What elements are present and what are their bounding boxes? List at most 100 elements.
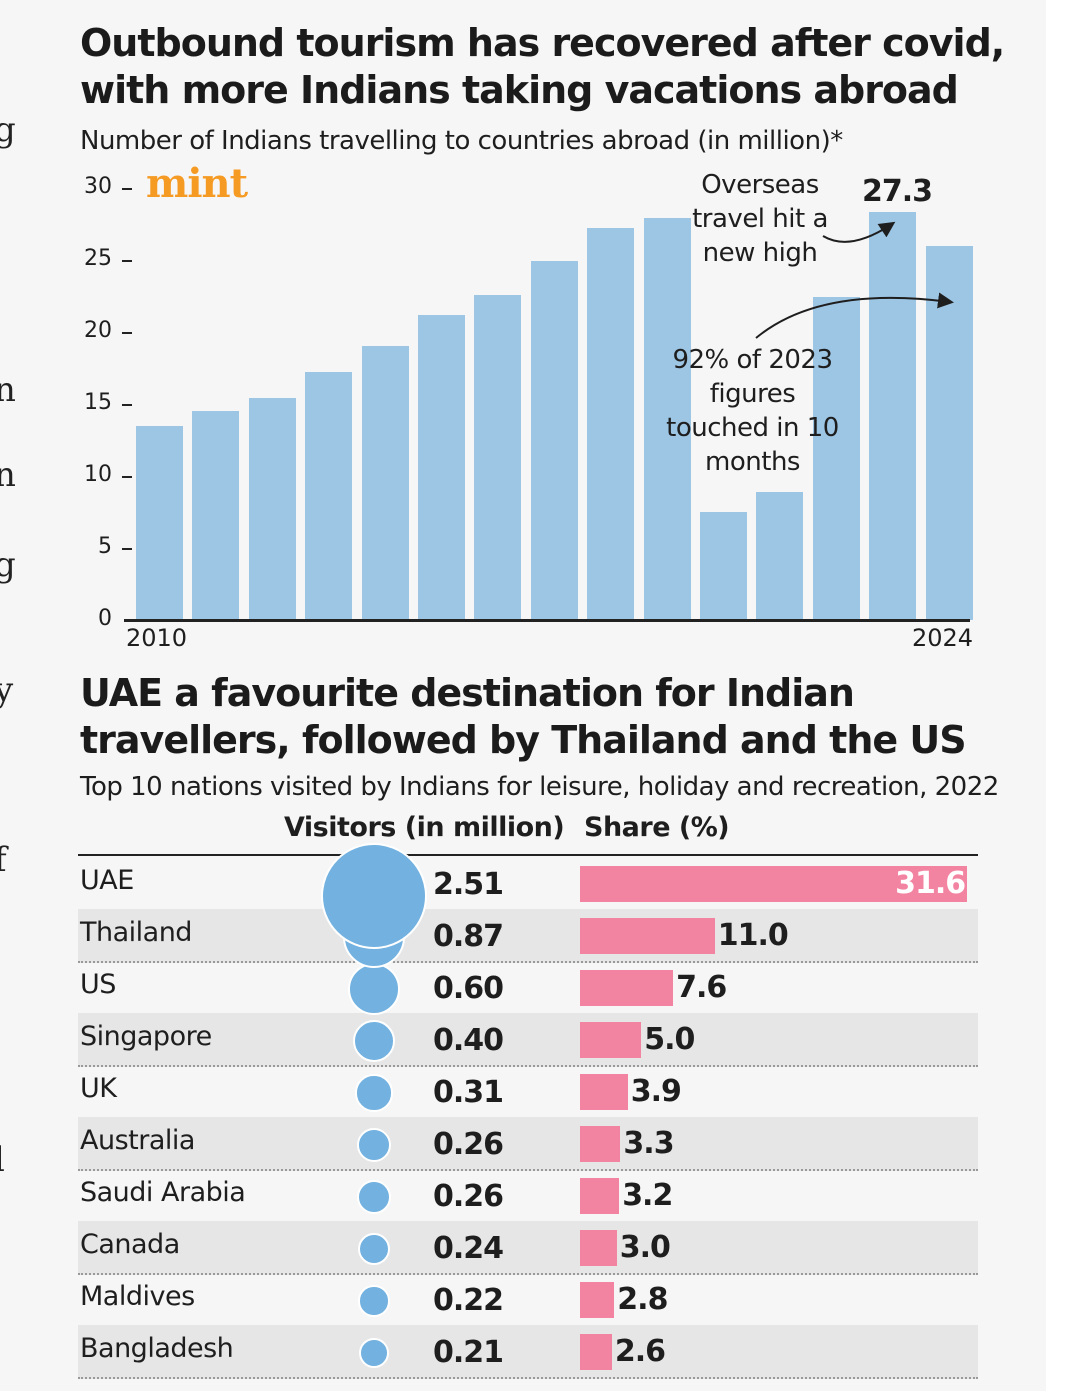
visitors-bubble [321, 843, 427, 949]
text-fragment: n [0, 455, 16, 495]
column-header-share: Share (%) [584, 812, 730, 843]
visitors-value: 0.22 [433, 1283, 504, 1318]
share-bar [580, 1334, 612, 1370]
arrow-new-high [822, 221, 896, 243]
annotation-92-percent: 92% of 2023 figures touched in 10 months [666, 345, 839, 477]
visitors-bubble [357, 1232, 391, 1266]
country-name: Australia [80, 1125, 195, 1156]
country-name: Thailand [80, 917, 192, 948]
table-subtitle: Top 10 nations visited by Indians for le… [80, 772, 999, 802]
annotation-new-high: Overseas travel hit a new high [692, 170, 828, 268]
column-header-visitors: Visitors (in million) [284, 812, 565, 843]
y-tick-mark [122, 548, 132, 550]
annotation-arrows [755, 221, 954, 339]
table-row: UK 3.9 0.31 [78, 1065, 978, 1119]
bar-2014 [361, 346, 409, 620]
visitors-value: 0.40 [433, 1023, 504, 1058]
share-bar [580, 1022, 642, 1058]
bar-2021 [756, 491, 804, 620]
visitors-value: 0.21 [433, 1335, 504, 1370]
infographic: g n n g y f l Outbound tourism has recovered a… [0, 21, 1006, 1379]
share-bar [580, 1178, 620, 1214]
arrow-92-percent [755, 292, 954, 339]
bar-2015 [418, 314, 465, 620]
share-value: 3.9 [630, 1074, 682, 1109]
text-fragment: f [0, 840, 7, 880]
x-axis-line [124, 619, 970, 622]
share-value: 5.0 [644, 1022, 695, 1057]
table-row: Saudi Arabia 3.2 0.26 [78, 1169, 978, 1223]
visitors-value: 2.51 [433, 867, 504, 902]
share-value: 3.3 [623, 1126, 674, 1161]
y-tick-mark [122, 188, 132, 190]
y-tick-label: 25 [84, 246, 112, 271]
text-fragment: n [0, 370, 16, 410]
bar-2012 [248, 398, 296, 620]
table-row: Australia 3.3 0.26 [78, 1117, 978, 1171]
bar-2018 [587, 228, 635, 620]
country-name: US [80, 969, 116, 1000]
chart-subtitle: Number of Indians travelling to countrie… [80, 126, 843, 156]
text-fragment: y [0, 670, 14, 710]
visitors-bubble [358, 1337, 390, 1369]
share-value: 3.2 [622, 1178, 673, 1213]
share-value: 2.8 [617, 1282, 668, 1317]
share-value: 31.6 [895, 866, 966, 901]
bar-2023 [869, 212, 917, 620]
x-tick-label: 2010 [126, 624, 188, 652]
y-tick-label: 10 [84, 462, 112, 487]
x-tick-label: 2024 [912, 624, 974, 652]
visitors-bubble [355, 1074, 393, 1112]
bar-2017 [530, 261, 578, 620]
y-tick-mark [122, 260, 132, 262]
share-value: 7.6 [676, 970, 727, 1005]
table-header-rule [78, 854, 978, 856]
table-row: Canada 3.0 0.24 [78, 1221, 978, 1275]
table-row: Maldives 2.8 0.22 [78, 1273, 978, 1327]
share-value: 2.6 [614, 1334, 666, 1369]
visitors-value: 0.26 [433, 1127, 504, 1162]
text-fragment: l [0, 1140, 5, 1180]
bar-2016 [474, 294, 522, 620]
share-bar [580, 1074, 628, 1110]
share-value: 3.0 [619, 1230, 671, 1265]
visitors-value: 0.87 [433, 919, 504, 954]
bar-2022 [812, 297, 860, 620]
visitors-value: 0.31 [433, 1075, 504, 1110]
bar-2011 [192, 411, 240, 620]
visitors-bubble [356, 1127, 392, 1163]
table-row: UAE 31.6 2.51 [78, 857, 978, 911]
visitors-bubble [352, 1019, 396, 1063]
table-row: Bangladesh 2.6 0.21 [78, 1325, 978, 1379]
share-value: 11.0 [717, 918, 789, 953]
table-row: Thailand 11.0 0.87 [78, 909, 978, 963]
country-name: UAE [80, 865, 134, 896]
country-name: Canada [80, 1229, 180, 1260]
visitors-bubble [356, 1179, 392, 1215]
chart-title: Outbound tourism has recovered after cov… [80, 21, 1005, 112]
country-name: Maldives [80, 1281, 195, 1312]
country-name: Bangladesh [80, 1333, 234, 1364]
share-bar [580, 866, 968, 902]
bar-2020 [700, 512, 747, 620]
table-title: UAE a favourite destination for Indian tr… [80, 671, 967, 762]
y-tick-label: 5 [98, 534, 112, 559]
visitors-value: 0.26 [433, 1179, 504, 1214]
table-row: US 7.6 0.60 [78, 961, 978, 1015]
data-label-2023: 27.3 [862, 174, 933, 209]
country-name: Singapore [80, 1021, 212, 1052]
bar-2013 [305, 372, 353, 620]
y-tick-label: 15 [84, 390, 112, 415]
visitors-value: 0.24 [433, 1231, 504, 1266]
y-tick-mark [122, 404, 132, 406]
bar-2010 [136, 425, 183, 620]
share-bar [580, 1126, 621, 1162]
y-tick-mark [122, 332, 132, 334]
share-bar [580, 970, 674, 1006]
y-tick-label: 20 [84, 318, 112, 343]
share-bar [580, 918, 715, 954]
share-bar [580, 1282, 615, 1318]
visitors-value: 0.60 [433, 971, 504, 1006]
country-name: UK [80, 1073, 117, 1104]
visitors-bubble [358, 1285, 390, 1317]
